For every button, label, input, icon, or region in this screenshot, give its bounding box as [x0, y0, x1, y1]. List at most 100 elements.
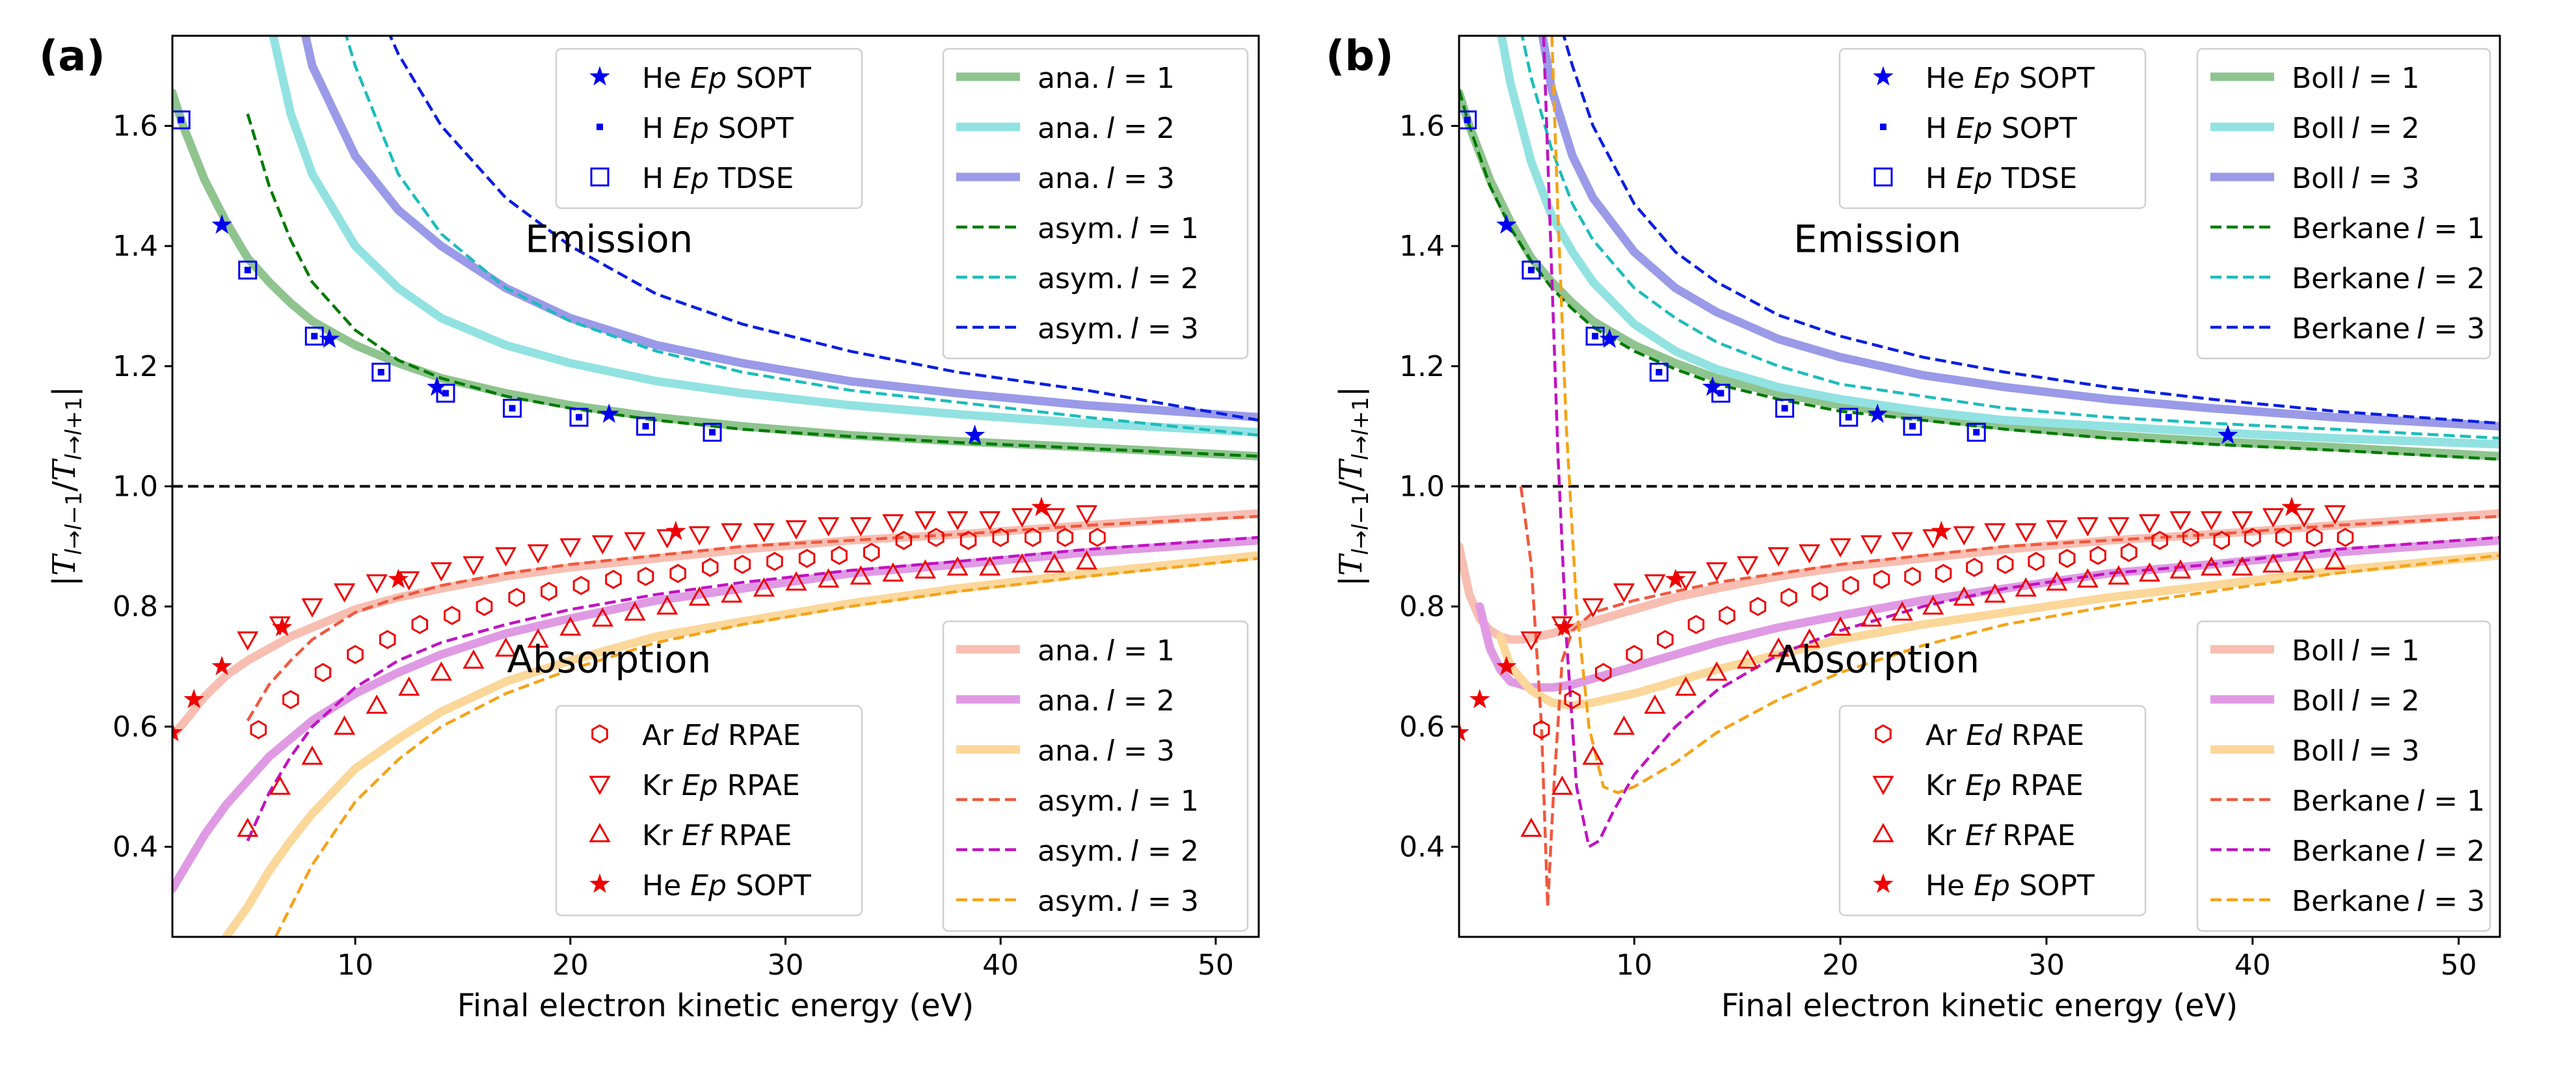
data-point [1657, 630, 1674, 649]
data-point [371, 362, 391, 382]
y-label-part: T [1333, 458, 1369, 481]
data-point [211, 214, 232, 234]
legend-text: SOPT [2010, 62, 2095, 95]
legend-l-symbol: l [2417, 312, 2425, 345]
x-tick-label: 50 [2441, 949, 2477, 982]
data-point [508, 587, 525, 608]
data-point [1829, 616, 1851, 636]
legend-text: 1 [2467, 785, 2485, 818]
data-point [1056, 528, 1074, 547]
data-point [818, 568, 840, 588]
data-point [1767, 547, 1790, 567]
data-point [1935, 563, 1952, 584]
y-label-part: → [61, 435, 87, 454]
data-point [2120, 543, 2138, 562]
data-point [1626, 645, 1643, 664]
data-point [1767, 637, 1790, 657]
legend-text: Ed [1966, 719, 2003, 752]
data-point [411, 615, 429, 634]
legend-marker [589, 822, 611, 843]
legend-box [1838, 47, 2147, 209]
data-point [495, 637, 517, 657]
legend-text: Ep [673, 162, 709, 195]
legend-eq: = [2359, 634, 2402, 668]
data-point [1922, 595, 1944, 615]
legend-label: Ar Ed RPAE [642, 719, 801, 752]
data-point [244, 267, 251, 274]
y-tick-label: 1.2 [113, 350, 158, 383]
series-line [1475, 536, 2500, 692]
data-point [785, 520, 807, 540]
data-point [1464, 116, 1471, 124]
legend-marker [1872, 822, 1894, 843]
legend-l-symbol: l [1107, 634, 1115, 668]
legend-text: 2 [2467, 262, 2485, 295]
legend-eq: = [1114, 62, 1157, 95]
legend-text: Boll [2292, 634, 2345, 668]
data-point [946, 511, 969, 531]
series-line [1542, 36, 2500, 848]
legend-label: ana. l = 1 [1038, 634, 1175, 668]
series-line [1562, 36, 2500, 425]
legend-label: asym. l = 2 [1038, 835, 1199, 868]
legend-text: Berkane [2292, 312, 2410, 345]
y-label-part: l [1348, 548, 1374, 555]
data-point [914, 559, 936, 579]
data-point [1674, 676, 1697, 696]
data-point [656, 595, 678, 615]
data-point [347, 645, 364, 664]
emission-label: Emission [1793, 217, 1961, 261]
data-point [1564, 690, 1581, 710]
data-point [1582, 745, 1604, 765]
data-point [1996, 554, 2014, 574]
y-label-part: l [1348, 429, 1374, 435]
legend-label: asym. l = 3 [1038, 312, 1199, 345]
legend-eq: = [2424, 312, 2467, 345]
legend-label: Boll l = 2 [2292, 684, 2420, 718]
data-point [2213, 530, 2230, 550]
legend-label: Ar Ed RPAE [1925, 719, 2084, 752]
legend-label: He Ep SOPT [1925, 62, 2095, 95]
legend-marker [597, 124, 603, 130]
data-point [979, 556, 1001, 576]
data-point [2169, 511, 2192, 531]
data-point [1749, 597, 1767, 616]
legend-label: Berkane l = 3 [2292, 312, 2485, 345]
series-line [246, 515, 1259, 722]
data-point [301, 598, 323, 618]
legend-label: ana. l = 1 [1038, 62, 1175, 95]
data-point [2046, 571, 2068, 591]
data-point [753, 523, 775, 543]
data-point [1860, 535, 1883, 555]
data-point [398, 676, 420, 696]
legend-label: Boll l = 1 [2292, 634, 2420, 668]
y-tick-label: 1.0 [1399, 470, 1445, 504]
data-point [271, 616, 293, 636]
plot-area [172, 36, 1259, 937]
legend-eq: = [1114, 634, 1157, 668]
y-tick-label: 0.6 [1399, 710, 1445, 744]
legend-text: Boll [2292, 62, 2345, 95]
legend-text: RPAE [719, 719, 801, 752]
legend-text: Berkane [2292, 785, 2410, 818]
data-point [605, 569, 622, 589]
data-point [665, 520, 686, 541]
data-point [895, 530, 913, 550]
data-point [1706, 562, 1728, 582]
data-point [509, 405, 516, 412]
legend-text: Ep [690, 869, 727, 902]
data-point [624, 532, 646, 552]
data-point [2200, 511, 2222, 531]
legend-marker [1872, 776, 1894, 796]
data-point [1842, 576, 1859, 595]
legend-text: 3 [2402, 162, 2420, 195]
legend-l-symbol: l [1107, 735, 1115, 768]
legend-text: Ed [682, 719, 719, 752]
legend-label: asym. l = 3 [1038, 885, 1199, 918]
legend-label: Berkane l = 3 [2292, 885, 2485, 918]
data-point [502, 398, 522, 418]
legend-eq: = [2359, 112, 2402, 145]
data-point [1649, 362, 1669, 382]
